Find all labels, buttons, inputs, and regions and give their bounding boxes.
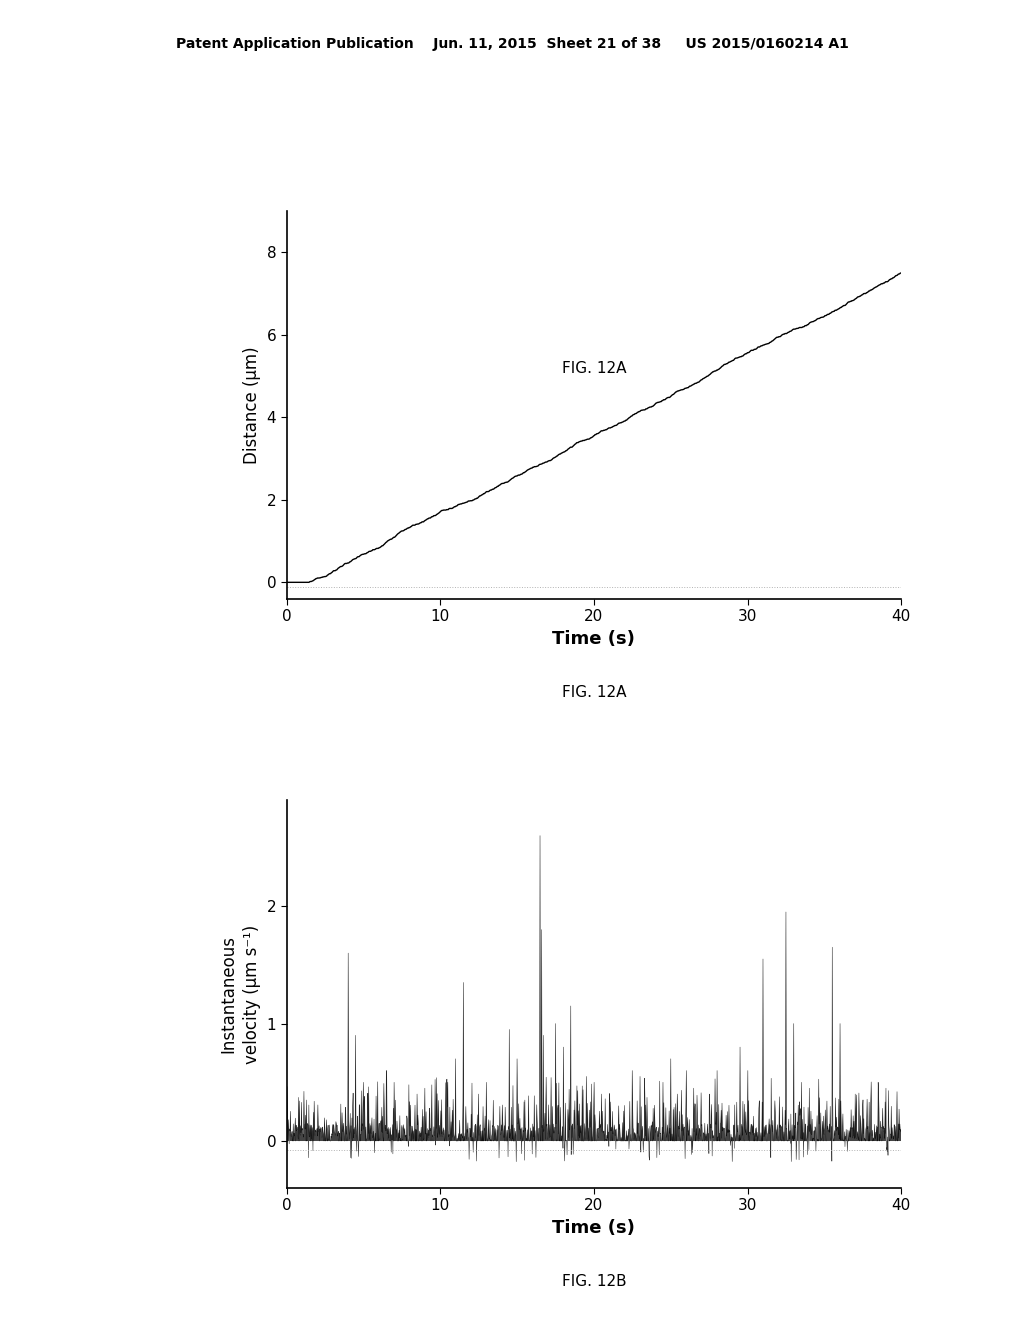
Text: FIG. 12B: FIG. 12B bbox=[561, 1274, 627, 1288]
X-axis label: Time (s): Time (s) bbox=[553, 1218, 635, 1237]
X-axis label: Time (s): Time (s) bbox=[553, 630, 635, 648]
Text: Patent Application Publication    Jun. 11, 2015  Sheet 21 of 38     US 2015/0160: Patent Application Publication Jun. 11, … bbox=[175, 37, 849, 51]
Y-axis label: Distance (μm): Distance (μm) bbox=[243, 346, 261, 463]
Y-axis label: Instantaneous
velocity (μm s⁻¹): Instantaneous velocity (μm s⁻¹) bbox=[219, 924, 261, 1064]
Text: FIG. 12A: FIG. 12A bbox=[562, 360, 626, 376]
Text: FIG. 12A: FIG. 12A bbox=[562, 685, 626, 700]
